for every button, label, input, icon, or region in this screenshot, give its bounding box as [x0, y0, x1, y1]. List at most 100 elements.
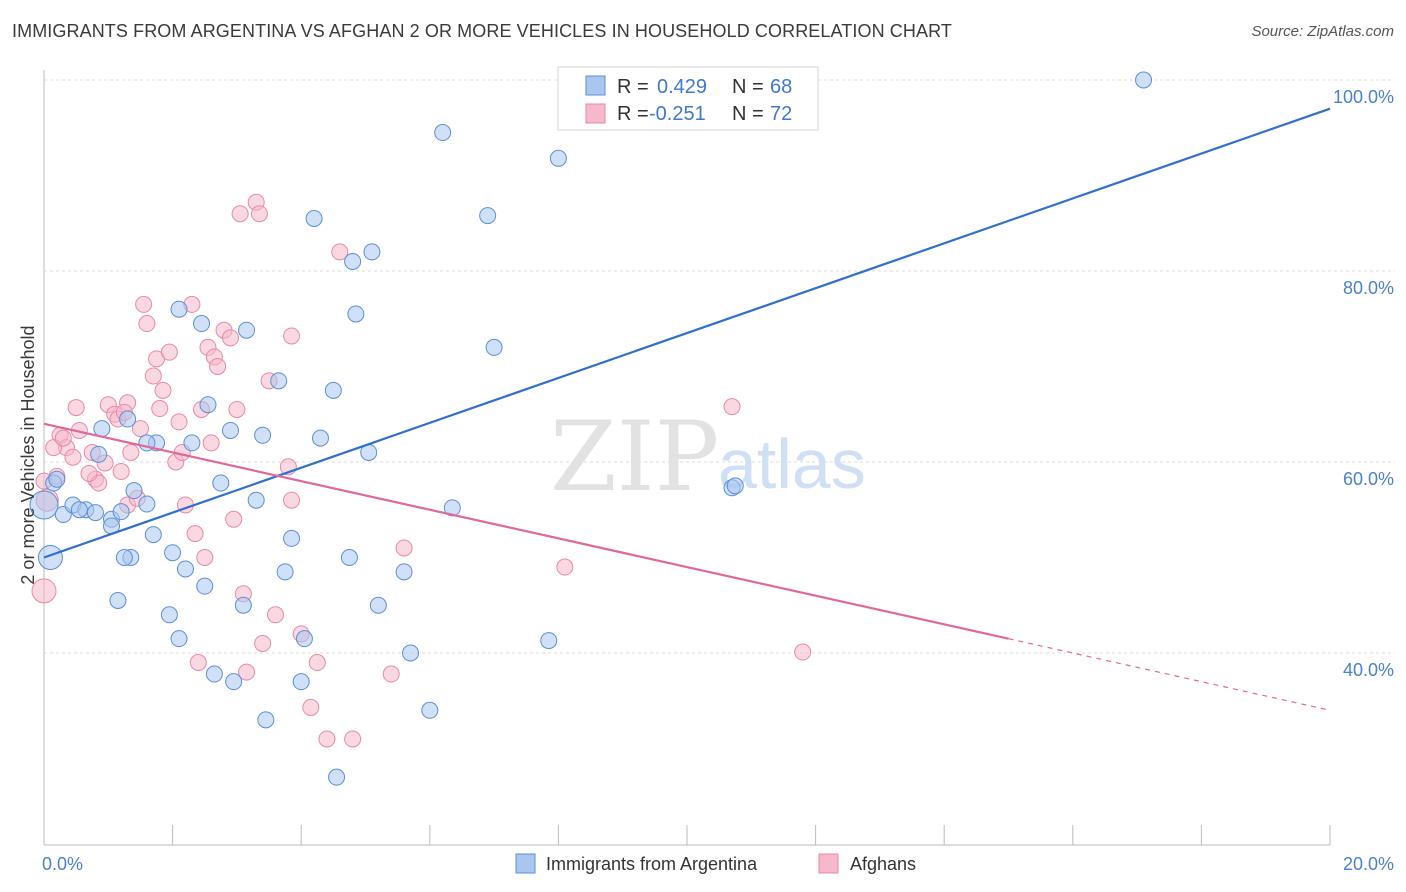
data-point	[144, 526, 162, 544]
data-point	[305, 209, 323, 227]
data-point	[54, 429, 72, 447]
data-point	[193, 315, 211, 333]
data-point	[64, 448, 82, 466]
blue-r-value: 0.429	[657, 76, 707, 98]
data-point	[324, 381, 342, 399]
data-point	[257, 711, 275, 729]
data-point	[205, 665, 223, 683]
data-point	[221, 329, 239, 347]
blue-n-label: N =	[732, 76, 764, 98]
data-point	[331, 243, 349, 261]
y-tick-label: 60.0%	[1343, 469, 1394, 489]
x-tick-label-max: 20.0%	[1343, 854, 1394, 874]
data-point	[549, 149, 567, 167]
data-point	[308, 654, 326, 672]
data-point	[31, 578, 57, 604]
data-point	[202, 434, 220, 452]
data-point	[29, 490, 59, 520]
data-point	[212, 474, 230, 492]
data-point	[115, 549, 133, 566]
data-point	[135, 295, 153, 313]
data-point	[48, 470, 66, 488]
data-point	[37, 545, 63, 570]
data-point	[276, 563, 294, 581]
data-point	[270, 372, 288, 390]
data-point	[369, 596, 387, 614]
data-point	[395, 539, 413, 557]
data-point	[154, 381, 172, 399]
x-tick-label-min: 0.0%	[42, 854, 83, 874]
data-point	[238, 663, 256, 681]
y-tick-label: 80.0%	[1343, 278, 1394, 298]
data-point	[186, 525, 204, 543]
data-point	[485, 338, 503, 356]
blue-swatch	[585, 75, 606, 96]
data-point	[283, 529, 301, 547]
data-point	[311, 429, 329, 447]
data-point	[138, 315, 156, 333]
data-point	[160, 343, 178, 361]
data-point	[225, 510, 243, 528]
data-point	[723, 398, 741, 416]
data-point	[112, 503, 130, 521]
data-point	[70, 501, 88, 519]
pink-r-label: R =	[617, 103, 649, 125]
trend-line-argentina	[43, 107, 1331, 559]
legend-label-argentina: Immigrants from Argentina	[546, 854, 758, 874]
data-point	[292, 673, 310, 691]
data-point	[176, 560, 194, 578]
pink-n-label: N =	[732, 103, 764, 125]
data-point	[318, 730, 336, 748]
data-point	[238, 321, 256, 339]
data-point	[726, 477, 744, 495]
stats-legend: R = 0.429 N = 68 R = -0.251 N = 72	[557, 66, 819, 131]
y-tick-label: 100.0%	[1333, 87, 1394, 107]
data-point	[434, 124, 452, 142]
data-point	[363, 243, 381, 261]
data-point	[382, 665, 400, 683]
y-axis-label: 2 or more Vehicles in Household	[18, 325, 38, 584]
blue-r-label: R =	[617, 76, 649, 98]
data-point	[234, 596, 252, 614]
data-point	[170, 413, 188, 431]
data-point	[421, 701, 439, 719]
data-point	[112, 463, 130, 481]
data-point	[221, 421, 239, 439]
data-point	[225, 673, 243, 691]
pink-swatch	[585, 103, 606, 124]
trend-lines	[43, 107, 1331, 711]
data-point	[199, 396, 217, 414]
data-point	[125, 482, 143, 500]
data-point	[328, 768, 346, 786]
data-point	[151, 400, 169, 418]
watermark-zip: ZIP	[550, 401, 719, 513]
data-point	[196, 549, 214, 566]
data-point	[196, 577, 214, 595]
data-point	[231, 205, 249, 223]
data-point	[209, 358, 227, 375]
blue-n-value: 68	[770, 76, 792, 98]
data-point	[228, 400, 246, 418]
data-point	[247, 491, 265, 509]
data-point	[1135, 71, 1153, 89]
chart-source: Source: ZipAtlas.com	[1251, 23, 1394, 40]
data-point	[164, 544, 182, 562]
data-point	[160, 606, 178, 624]
data-point	[250, 205, 268, 223]
data-point	[144, 367, 162, 385]
data-point	[170, 630, 188, 648]
data-point	[170, 300, 188, 318]
data-point	[93, 420, 111, 438]
data-point	[183, 434, 201, 452]
data-point	[479, 207, 497, 225]
data-point	[189, 654, 207, 672]
data-point	[395, 563, 413, 581]
trend-line-afghans-extension	[1008, 638, 1331, 711]
data-point	[283, 327, 301, 345]
data-point	[295, 630, 313, 648]
data-point	[344, 252, 362, 270]
data-point	[794, 643, 812, 661]
legend-swatch-argentina	[515, 853, 536, 874]
axes	[43, 70, 1331, 846]
